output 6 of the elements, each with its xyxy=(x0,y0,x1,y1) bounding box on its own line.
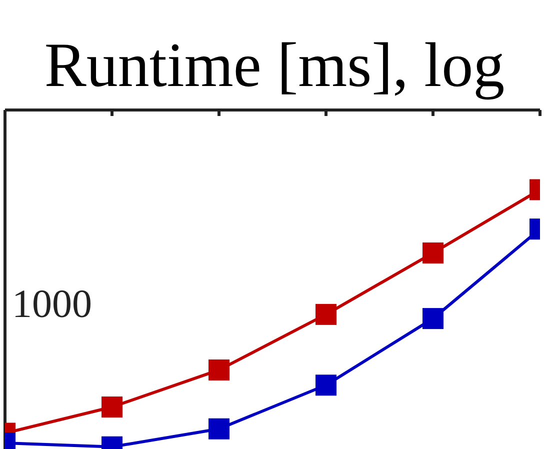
point xyxy=(208,359,230,380)
point xyxy=(316,304,336,325)
point xyxy=(208,418,230,440)
annotation: 1000 xyxy=(12,281,92,326)
chart-title: Runtime [ms], log xyxy=(43,30,506,100)
point xyxy=(316,374,336,396)
